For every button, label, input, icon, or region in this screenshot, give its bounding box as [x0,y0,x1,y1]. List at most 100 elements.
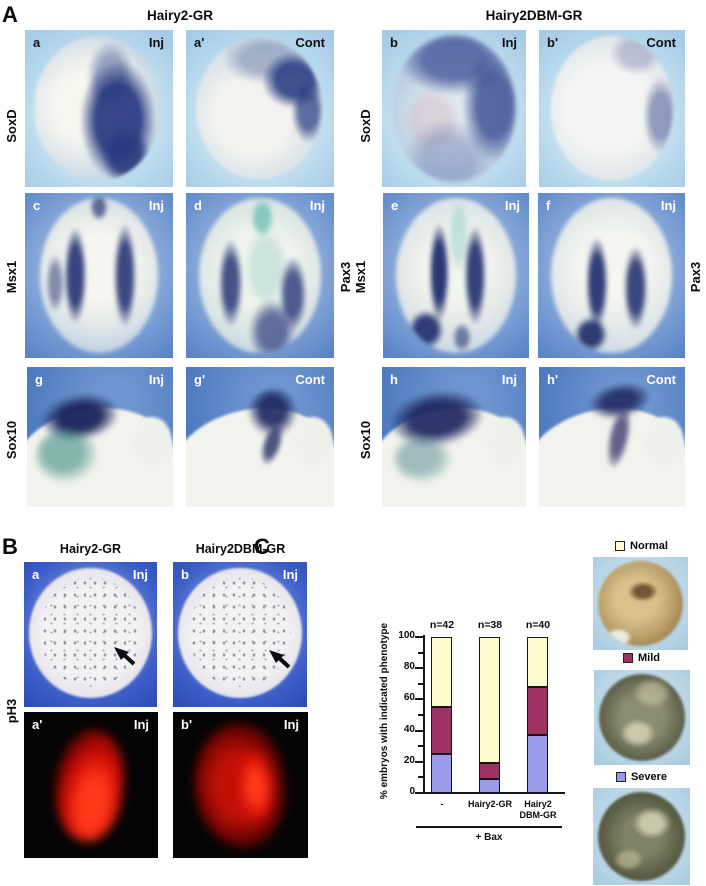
x-category-label-2: Hairy2-GR [458,799,522,810]
micrograph-soxd-hairy2gr-inj: a Inj [25,30,173,187]
x-axis-line [415,792,565,794]
row-label-pax3-right: Pax3 [688,261,703,293]
phenotype-photo-severe [593,788,690,885]
image-letter: d [194,198,202,213]
arrow-icon [113,646,136,666]
control-tag: Cont [646,35,676,50]
embryo-head [132,417,172,468]
y-tick-label: 0 [409,786,415,797]
y-tick-label: 80 [403,661,415,673]
y-tick-minor [418,651,423,654]
y-tick-major [415,636,423,638]
panel-a-letter: A [2,2,18,27]
injection-tag: Inj [660,198,676,213]
x-label-line: Hairy2-GR [467,799,512,809]
panel-c-letter: C [254,534,270,559]
legend-label-normal: Normal [630,540,668,552]
x-label-line: DBM-GR [519,810,557,820]
embryo-image [598,673,686,762]
micrograph-ph3-hairy2gr-inj: a Inj [24,562,157,707]
injection-tag: Inj [501,35,517,50]
bar-segment-severe [527,735,548,793]
embryo-head [292,417,333,468]
embryo-image [33,36,162,181]
y-tick-minor [418,745,423,748]
legend-key-normal [615,541,626,551]
panel-b-letter: B [2,534,18,559]
y-tick-major [415,729,423,732]
x-label-line: - [440,799,444,809]
micrograph-pax3-hairy2dbmgr-inj: f Inj [538,193,685,358]
image-letter: a [33,35,41,50]
ph3-speckles [39,576,142,687]
panel-b-column2-title: Hairy2DBM-GR [195,542,286,556]
y-tick-minor [418,776,423,779]
control-tag: Cont [295,372,325,387]
image-letter: h [390,372,398,387]
panel-a-column2-title: Hairy2DBM-GR [485,8,583,23]
embryo-image [396,197,516,354]
legend-row-normal: Normal [593,540,690,552]
image-letter: a [32,567,40,582]
micrograph-msx1-hairy2gr-inj: c Inj [25,193,173,358]
micrograph-sox10-hairy2dbmgr-cont: h' Cont [539,367,685,507]
y-tick-minor [418,682,423,685]
embryo-image [39,197,159,354]
micrograph-msx1-hairy2dbmgr-inj: e Inj [383,193,529,358]
x-category-label-1: - [410,799,474,810]
embryo-head [485,417,525,468]
legend-row-mild: Mild [593,652,690,664]
embryo-image [551,197,672,354]
fluorescence-hairy2dbmgr-inj: b' Inj [173,712,308,858]
y-tick-label: 100 [398,630,415,641]
y-tick-label: 20 [403,754,415,766]
bar-segment-normal [431,637,452,708]
y-tick-major [415,667,423,670]
legend-key-severe [615,772,626,782]
injection-tag: Inj [501,372,517,387]
red-fluorescence-blob [190,720,288,850]
image-letter: g [35,372,43,387]
y-axis-line [423,635,425,794]
control-tag: Cont [295,35,325,50]
y-tick-major [415,698,423,701]
embryo-image [196,37,323,180]
red-fluorescence-blob [48,725,131,845]
injection-tag: Inj [283,717,299,732]
bax-group-label: + Bax [475,832,503,843]
embryo-image [597,791,686,882]
stain-blob [393,437,452,482]
stain-blob [35,428,98,482]
n-label-2: n=38 [477,619,503,631]
y-tick-major [415,760,423,763]
bax-group-underline [416,826,562,828]
image-letter: b [390,35,398,50]
micrograph-sox10-hairy2gr-inj: g Inj [27,367,173,507]
row-label-soxd-mid: SoxD [358,109,373,143]
micrograph-soxd-hairy2dbmgr-cont: b' Cont [539,30,685,187]
control-tag: Cont [646,372,676,387]
legend-row-severe: Severe [593,771,690,783]
bar-segment-normal [479,637,500,764]
embryo-image [597,560,684,647]
image-letter: e [391,198,399,213]
bar-segment-severe [479,778,500,793]
row-label-pax3-mid: Pax3 [338,261,353,293]
arrow-icon [268,649,291,669]
image-letter: f [546,198,551,213]
y-tick-label: 60 [403,692,415,704]
panel-a-column1-title: Hairy2-GR [146,8,214,23]
x-category-label-3: Hairy2 DBM-GR [506,799,570,821]
panel-b-column1-title: Hairy2-GR [59,542,122,556]
y-tick-label: 40 [403,723,415,735]
micrograph-soxd-hairy2gr-cont: a' Cont [186,30,334,187]
injection-tag: Inj [504,198,520,213]
row-label-sox10-left: Sox10 [4,420,19,460]
injection-tag: Inj [132,567,148,582]
injection-tag: Inj [148,198,164,213]
bar-segment-mild [479,763,500,779]
micrograph-sox10-hairy2dbmgr-inj: h Inj [382,367,526,507]
legend-label-severe: Severe [630,771,668,783]
embryo-image [392,34,516,183]
